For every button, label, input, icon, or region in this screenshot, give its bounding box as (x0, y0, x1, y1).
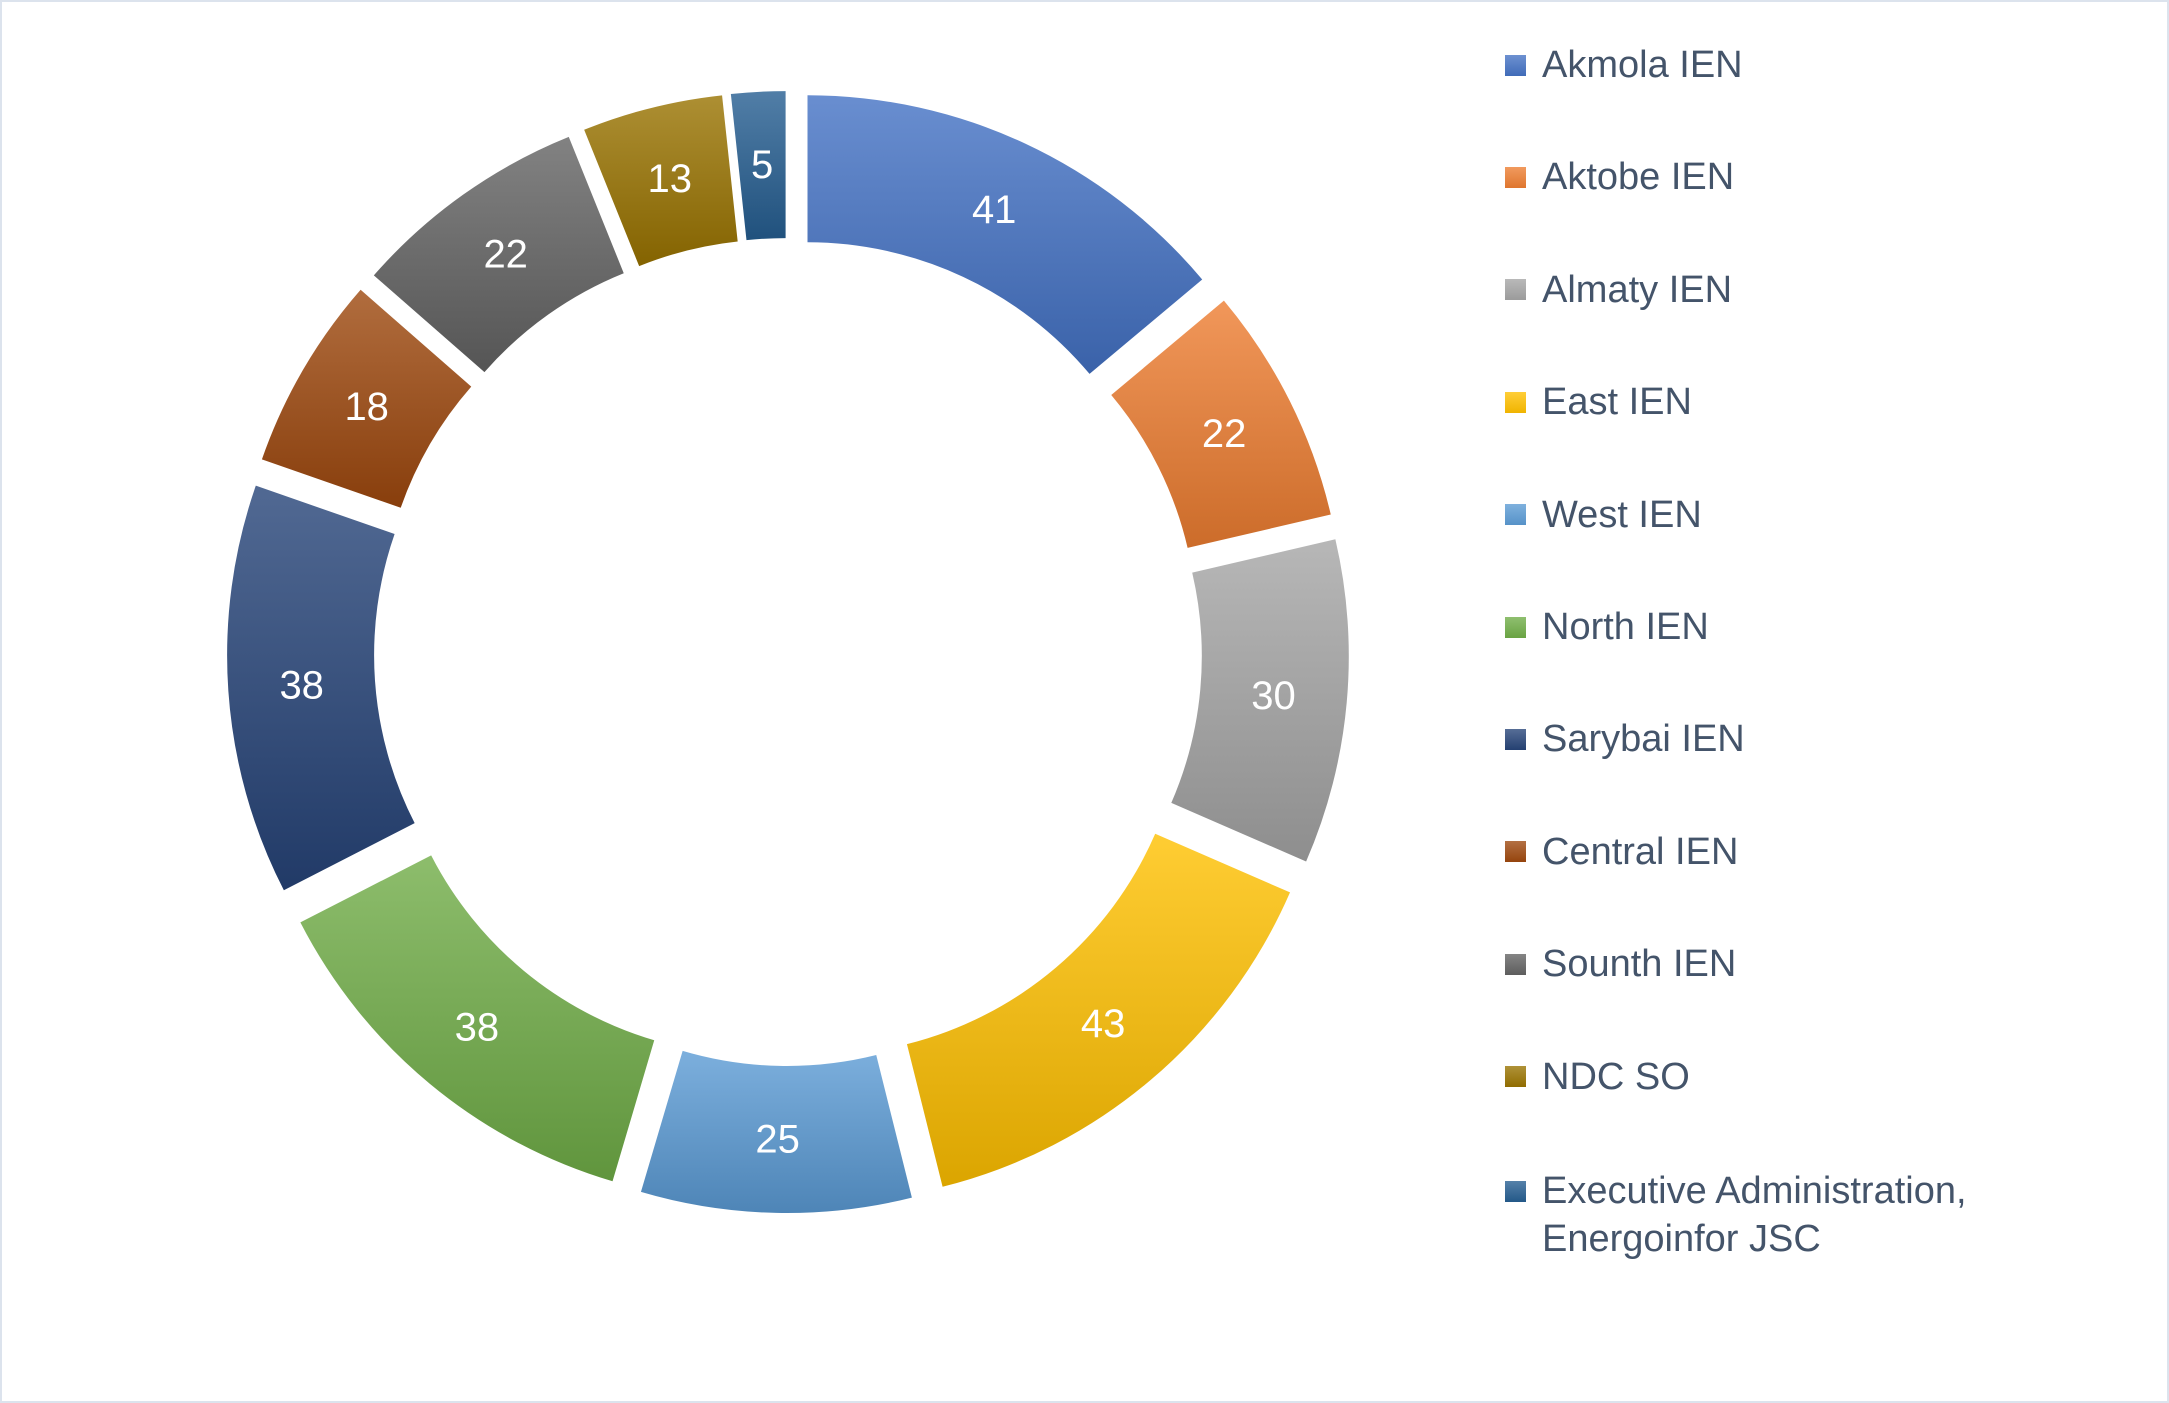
donut-slice-ndc-so (584, 95, 738, 267)
legend-item-label: Executive Administration, Energoinfor JS… (1542, 1170, 1967, 1260)
legend-swatch (1505, 728, 1526, 750)
legend-item-sarybai-ien: Sarybai IEN (1505, 717, 1745, 761)
legend-item-ndc-so: NDC SO (1505, 1055, 1690, 1099)
donut-slice-aktobe-ien (1111, 300, 1331, 548)
slice-value-label-west-ien: 25 (755, 1117, 800, 1161)
legend-swatch (1505, 953, 1526, 975)
legend-swatch (1505, 1181, 1526, 1202)
legend-swatch (1505, 504, 1526, 526)
legend-item-label: Sarybai IEN (1542, 718, 1745, 761)
legend-swatch (1505, 166, 1526, 188)
legend-item-label: North IEN (1542, 606, 1709, 648)
donut-slice-central-ien (261, 289, 472, 508)
legend-item-label: West IEN (1542, 493, 1702, 536)
donut-slice-east-ien (906, 833, 1291, 1187)
slice-value-label-east-ien: 43 (1081, 1002, 1126, 1046)
legend-item-label: NDC SO (1542, 1055, 1690, 1098)
legend-swatch (1505, 841, 1526, 863)
legend-item-label: Akmola IEN (1542, 44, 1743, 86)
legend-item-label: Aktobe IEN (1542, 156, 1735, 199)
legend-item-almaty-ien: Almaty IEN (1505, 268, 1732, 312)
legend-swatch (1505, 279, 1526, 301)
chart-legend: Akmola IEN Aktobe IEN Almaty IEN East IE… (1505, 2, 2145, 1401)
slice-value-label-sounth-ien: 22 (483, 233, 528, 277)
legend-item-label: East IEN (1542, 381, 1692, 424)
legend-swatch (1505, 54, 1526, 76)
donut-slice-west-ien (640, 1050, 912, 1214)
slice-value-label-ndc-so: 13 (648, 157, 693, 201)
legend-item-executive-administration-energoinfor-jsc: Executive Administration, Energoinfor JS… (1505, 1167, 1992, 1263)
legend-item-north-ien: North IEN (1505, 605, 1709, 649)
legend-item-label: Almaty IEN (1542, 268, 1733, 311)
slice-value-label-akmola-ien: 41 (972, 188, 1017, 232)
legend-item-aktobe-ien: Aktobe IEN (1505, 155, 1734, 199)
legend-item-label: Sounth IEN (1542, 943, 1737, 986)
donut-slice-executive-administration-energoinfor-jsc (730, 91, 786, 241)
legend-item-central-ien: Central IEN (1505, 830, 1738, 874)
legend-item-sounth-ien: Sounth IEN (1505, 942, 1736, 986)
slice-value-label-aktobe-ien: 22 (1202, 412, 1247, 456)
legend-item-east-ien: East IEN (1505, 380, 1692, 424)
legend-item-akmola-ien: Akmola IEN (1505, 43, 1743, 87)
legend-swatch (1505, 616, 1526, 638)
donut-slice-almaty-ien (1171, 539, 1349, 862)
donut-slice-north-ien (300, 855, 655, 1182)
slice-value-label-north-ien: 38 (455, 1005, 500, 1049)
legend-item-west-ien: West IEN (1505, 493, 1702, 537)
slice-value-label-central-ien: 18 (344, 385, 389, 429)
slice-value-label-executive-administration-energoinfor-jsc: 5 (751, 143, 773, 187)
legend-swatch (1505, 1066, 1526, 1088)
donut-slice-akmola-ien (807, 95, 1203, 374)
legend-swatch (1505, 391, 1526, 413)
slice-value-label-sarybai-ien: 38 (279, 664, 324, 708)
slice-value-label-almaty-ien: 30 (1251, 674, 1296, 718)
legend-item-label: Central IEN (1542, 830, 1739, 873)
donut-slice-sounth-ien (373, 136, 624, 373)
donut-slice-sarybai-ien (227, 485, 415, 891)
